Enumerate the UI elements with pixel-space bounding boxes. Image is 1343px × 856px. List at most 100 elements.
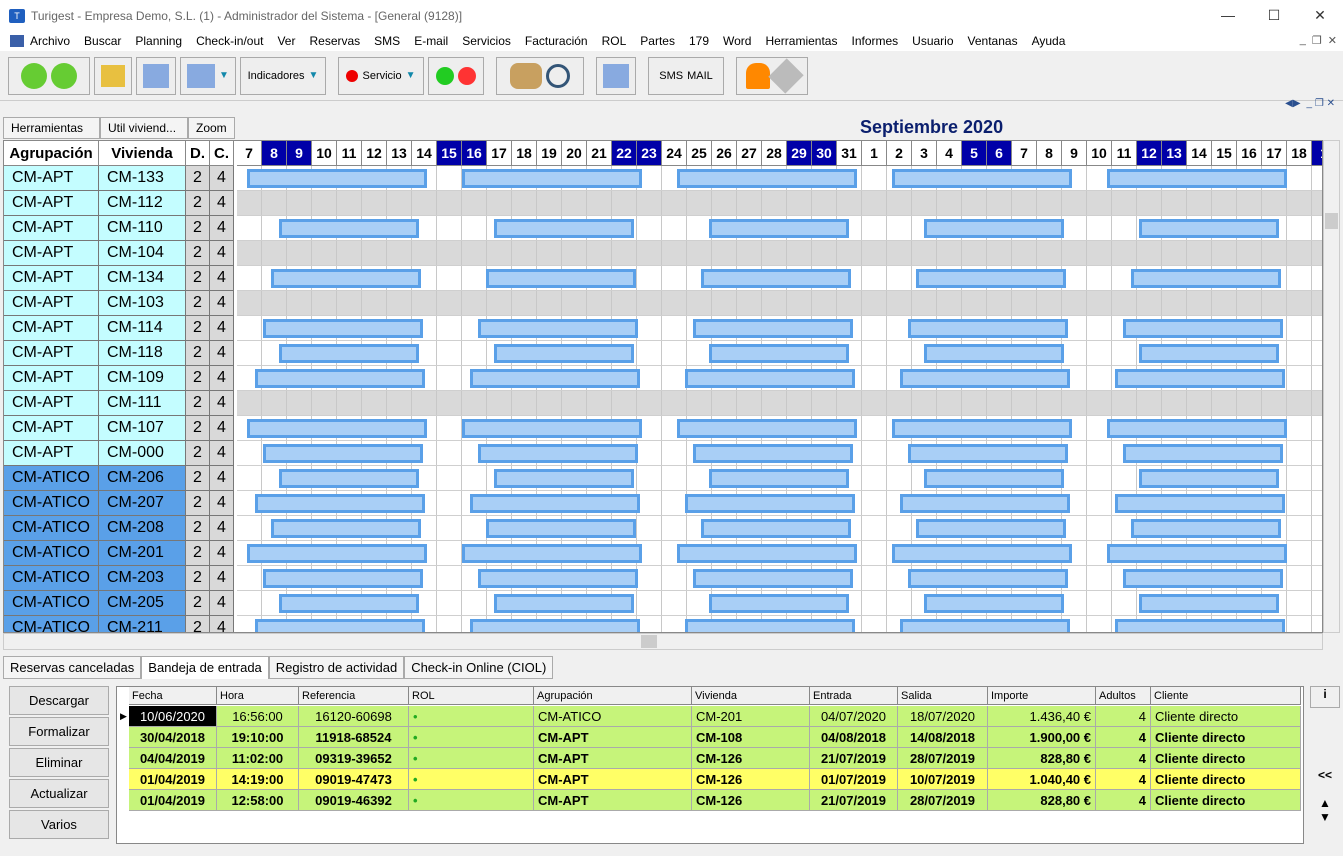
nav-buttons[interactable]: [8, 56, 90, 95]
menu-item[interactable]: Usuario: [912, 34, 954, 48]
inbox-cell-viv[interactable]: CM-108: [692, 727, 810, 748]
agenda-button[interactable]: [94, 56, 132, 95]
document-icon[interactable]: [10, 35, 24, 47]
inbox-cell-hora[interactable]: 12:58:00: [217, 790, 299, 811]
inbox-cell-agr[interactable]: CM-APT: [534, 727, 692, 748]
bell-icon[interactable]: [746, 62, 770, 89]
booking-lane[interactable]: [237, 566, 1322, 591]
booking-bar[interactable]: [271, 519, 421, 538]
vivienda-cell[interactable]: CM-208: [99, 516, 186, 541]
inbox-cell-cli[interactable]: Cliente directo: [1151, 769, 1301, 790]
inbox-cell-viv[interactable]: CM-126: [692, 790, 810, 811]
booking-bar[interactable]: [900, 369, 1070, 388]
menu-item[interactable]: Ver: [277, 34, 296, 48]
menu-item[interactable]: Planning: [135, 34, 183, 48]
green-light-icon[interactable]: [436, 66, 454, 85]
booking-bar[interactable]: [1123, 319, 1283, 338]
inbox-header[interactable]: Fecha: [129, 687, 217, 705]
booking-bar[interactable]: [279, 594, 419, 613]
inbox-cell-agr[interactable]: CM-ATICO: [534, 706, 692, 727]
agrupacion-cell[interactable]: CM-APT: [4, 391, 99, 416]
collapse-button[interactable]: <<: [1317, 768, 1332, 782]
agrupacion-cell[interactable]: CM-ATICO: [4, 541, 99, 566]
booking-lane[interactable]: [237, 241, 1322, 266]
close-icon[interactable]: ✕: [1314, 7, 1326, 23]
agrupacion-cell[interactable]: CM-APT: [4, 441, 99, 466]
rol-indicator[interactable]: •: [409, 727, 534, 748]
booking-bar[interactable]: [709, 469, 849, 488]
menu-item[interactable]: ROL: [601, 34, 627, 48]
agrupacion-cell[interactable]: CM-APT: [4, 216, 99, 241]
booking-bar[interactable]: [1139, 594, 1279, 613]
booking-bar[interactable]: [677, 169, 857, 188]
booking-bar[interactable]: [494, 344, 634, 363]
booking-lane[interactable]: [237, 466, 1322, 491]
inbox-cell-cli[interactable]: Cliente directo: [1151, 727, 1301, 748]
booking-bar[interactable]: [494, 469, 634, 488]
inbox-cell-sal[interactable]: 28/07/2019: [898, 790, 988, 811]
rol-indicator[interactable]: •: [409, 748, 534, 769]
inbox-cell-fecha[interactable]: 10/06/2020: [129, 706, 217, 727]
menu-item[interactable]: Reservas: [309, 34, 361, 48]
inbox-cell-adu[interactable]: 4: [1096, 706, 1151, 727]
actualizar-button[interactable]: Actualizar: [9, 779, 109, 808]
tab-check-in-online[interactable]: Check-in Online (CIOL): [404, 656, 554, 679]
agrupacion-cell[interactable]: CM-APT: [4, 341, 99, 366]
descargar-button[interactable]: Descargar: [9, 686, 109, 715]
mdi-close-icon[interactable]: ✕: [1327, 35, 1337, 47]
agrupacion-cell[interactable]: CM-ATICO: [4, 566, 99, 591]
booking-bar[interactable]: [1115, 619, 1285, 632]
inbox-cell-hora[interactable]: 11:02:00: [217, 748, 299, 769]
forward-arrow-icon[interactable]: [51, 62, 77, 89]
inbox-header[interactable]: Cliente: [1151, 687, 1301, 705]
menu-item[interactable]: Archivo: [30, 34, 71, 48]
calendar-button[interactable]: [136, 56, 176, 95]
inbox-cell-agr[interactable]: CM-APT: [534, 790, 692, 811]
booking-bar[interactable]: [486, 519, 636, 538]
inbox-cell-imp[interactable]: 1.900,00 €: [988, 727, 1096, 748]
booking-bar[interactable]: [462, 544, 642, 563]
booking-bar[interactable]: [1139, 344, 1279, 363]
inbox-cell-cli[interactable]: Cliente directo: [1151, 706, 1301, 727]
inbox-header[interactable]: Vivienda: [692, 687, 810, 705]
vivienda-cell[interactable]: CM-107: [99, 416, 186, 441]
vivienda-cell[interactable]: CM-114: [99, 316, 186, 341]
scroll-up-icon[interactable]: ▲: [1319, 796, 1331, 810]
booking-bar[interactable]: [255, 369, 425, 388]
booking-bar[interactable]: [892, 544, 1072, 563]
booking-lane[interactable]: [237, 191, 1322, 216]
agrupacion-cell[interactable]: CM-ATICO: [4, 466, 99, 491]
booking-bar[interactable]: [478, 444, 638, 463]
vivienda-cell[interactable]: CM-203: [99, 566, 186, 591]
booking-bar[interactable]: [892, 169, 1072, 188]
grid-button[interactable]: [596, 56, 636, 95]
inbox-header[interactable]: Salida: [898, 687, 988, 705]
inbox-cell-hora[interactable]: 16:56:00: [217, 706, 299, 727]
inbox-cell-hora[interactable]: 19:10:00: [217, 727, 299, 748]
booking-bar[interactable]: [271, 269, 421, 288]
booking-bar[interactable]: [255, 619, 425, 632]
booking-bar[interactable]: [900, 494, 1070, 513]
messaging-buttons[interactable]: SMS MAIL: [648, 56, 724, 95]
agrupacion-cell[interactable]: CM-APT: [4, 416, 99, 441]
inbox-cell-adu[interactable]: 4: [1096, 790, 1151, 811]
key-icon[interactable]: [768, 57, 804, 94]
agrupacion-cell[interactable]: CM-APT: [4, 241, 99, 266]
vivienda-cell[interactable]: CM-111: [99, 391, 186, 416]
menu-item[interactable]: Partes: [640, 34, 675, 48]
booking-bar[interactable]: [892, 419, 1072, 438]
vivienda-cell[interactable]: CM-134: [99, 266, 186, 291]
menu-item[interactable]: 179: [688, 34, 709, 48]
inbox-cell-imp[interactable]: 828,80 €: [988, 790, 1096, 811]
booking-bar[interactable]: [924, 219, 1064, 238]
booking-bar[interactable]: [677, 419, 857, 438]
booking-bar[interactable]: [1115, 494, 1285, 513]
booking-lane[interactable]: [237, 216, 1322, 241]
mdi-buttons-icon[interactable]: _ ❐ ✕: [1306, 98, 1335, 109]
inbox-header[interactable]: Importe: [988, 687, 1096, 705]
inbox-cell-imp[interactable]: 1.436,40 €: [988, 706, 1096, 727]
agrupacion-cell[interactable]: CM-ATICO: [4, 491, 99, 516]
booking-lane[interactable]: [237, 441, 1322, 466]
inbox-cell-adu[interactable]: 4: [1096, 769, 1151, 790]
inbox-cell-ref[interactable]: 09019-47473: [299, 769, 409, 790]
